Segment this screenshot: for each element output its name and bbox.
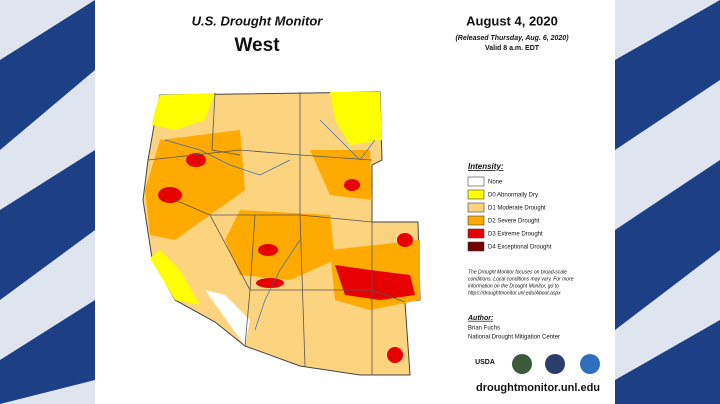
d3-area xyxy=(335,265,415,300)
legend-swatch xyxy=(467,215,485,226)
note-line: information on the Drought Monitor, go t… xyxy=(468,283,559,289)
legend: None D0 Abnormally Dry D1 Moderate Drought… xyxy=(467,176,552,252)
d3-area xyxy=(256,278,284,288)
author-org: National Drought Mitigation Center xyxy=(468,335,560,341)
stripe xyxy=(615,0,720,150)
note-line: conditions. Local conditions may vary. F… xyxy=(468,276,574,282)
legend-label: D4 Exceptional Drought xyxy=(488,245,552,251)
state-border xyxy=(299,92,306,367)
map xyxy=(142,91,421,376)
state-border xyxy=(211,92,241,156)
valid: Valid 8 a.m. EDT xyxy=(485,45,540,52)
none-area xyxy=(205,290,250,346)
usda-logo: USDA xyxy=(475,359,495,366)
date: August 4, 2020 xyxy=(466,13,558,28)
d3-area xyxy=(258,244,278,256)
d0-area xyxy=(150,250,200,305)
legend-label: D3 Extreme Drought xyxy=(488,232,543,238)
author-heading: Author: xyxy=(467,315,493,322)
legend-swatch xyxy=(467,241,485,252)
river xyxy=(254,239,301,331)
legend-swatch xyxy=(467,176,485,187)
state-border xyxy=(299,154,373,161)
legend-title: Intensity: xyxy=(468,162,504,171)
footer-url: droughtmonitor.unl.edu xyxy=(476,382,600,394)
stripe xyxy=(615,320,720,404)
d3-area xyxy=(158,187,182,203)
d3-area xyxy=(186,153,206,167)
legend-swatch xyxy=(467,189,485,200)
river xyxy=(319,119,376,161)
note-line: https://droughtmonitor.unl.edu/About.asp… xyxy=(468,290,561,296)
stripe xyxy=(615,160,720,330)
author-name: Brian Fuchs xyxy=(468,326,500,332)
legend-swatch xyxy=(467,228,485,239)
stripe xyxy=(0,0,95,150)
d3-area xyxy=(387,347,403,363)
legend-label: D2 Severe Drought xyxy=(488,219,540,225)
d2-area xyxy=(225,210,335,280)
note: The Drought Monitor focuses on broad-sca… xyxy=(468,269,574,296)
stripe xyxy=(0,150,95,300)
river xyxy=(164,139,291,176)
state-border xyxy=(147,149,301,161)
state-border xyxy=(174,199,251,347)
stripe xyxy=(0,300,95,404)
d0-area xyxy=(330,92,382,145)
d3-area xyxy=(397,233,413,247)
legend-label: D1 Moderate Drought xyxy=(488,206,546,212)
legend-label: None xyxy=(488,180,503,186)
released: (Released Thursday, Aug. 6, 2020) xyxy=(455,35,569,42)
logo xyxy=(580,354,600,374)
title: U.S. Drought Monitor xyxy=(192,13,324,28)
d0-area xyxy=(152,93,215,130)
logo xyxy=(512,354,532,374)
logo xyxy=(545,354,565,374)
legend-label: D0 Abnormally Dry xyxy=(488,193,538,199)
region: West xyxy=(234,35,280,56)
note-line: The Drought Monitor focuses on broad-sca… xyxy=(468,269,567,275)
state-border xyxy=(249,214,406,303)
d3-area xyxy=(344,179,360,191)
legend-swatch xyxy=(467,202,485,213)
